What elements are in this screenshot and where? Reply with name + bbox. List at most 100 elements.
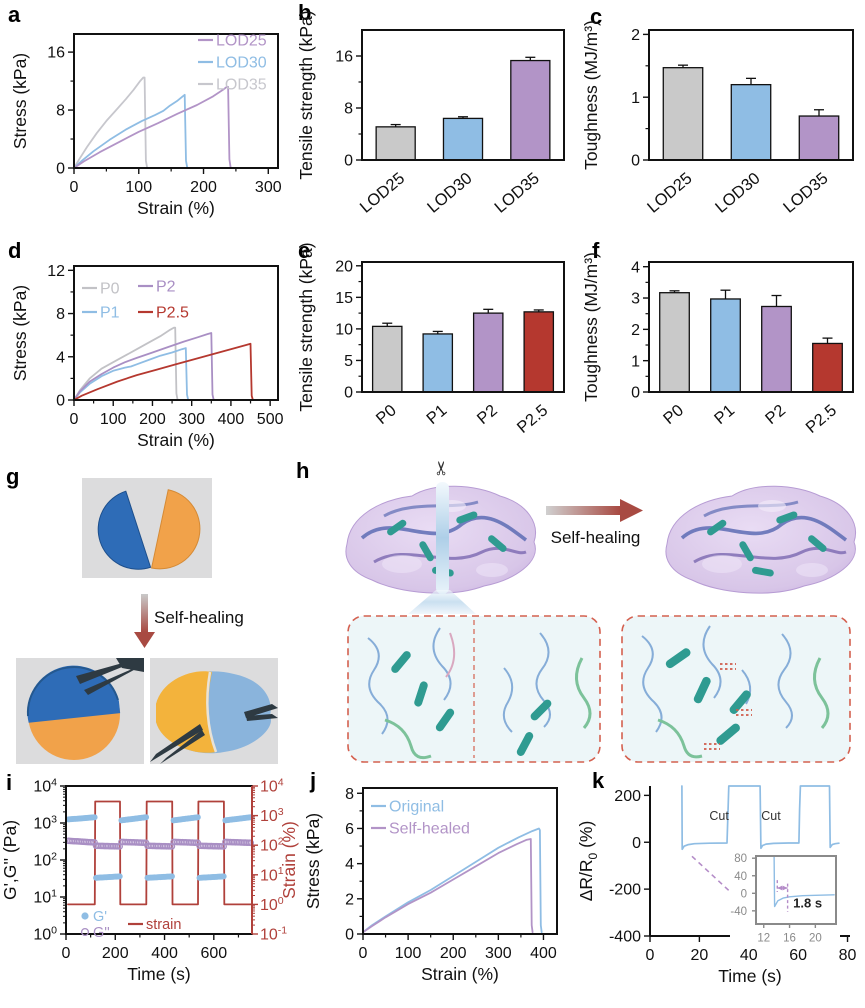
- svg-text:P2: P2: [474, 401, 501, 428]
- svg-text:400: 400: [530, 945, 557, 962]
- svg-text:P2.5: P2.5: [802, 401, 840, 437]
- chart-svg-a: 0 100 200 300 0 8 16 Strain (%) Stress (kPa) LOD2…: [12, 33, 282, 218]
- svg-text:8: 8: [345, 786, 354, 803]
- svg-text:8: 8: [56, 306, 65, 323]
- svg-text:400: 400: [151, 945, 178, 962]
- svg-text:100: 100: [100, 411, 127, 428]
- svg-text:1.8 s: 1.8 s: [793, 895, 822, 910]
- svg-text:Original: Original: [389, 799, 444, 816]
- svg-text:Strain (%): Strain (%): [137, 198, 215, 218]
- svg-text:100: 100: [125, 179, 152, 196]
- svg-text:LOD25: LOD25: [216, 33, 267, 50]
- self-healing-down-arrow: [134, 594, 155, 648]
- svg-text:P0: P0: [100, 281, 120, 298]
- svg-text:101: 101: [260, 865, 284, 884]
- hydrogel-cut-block: [344, 482, 538, 595]
- orange-gel-half: [151, 489, 201, 570]
- svg-text:LOD35: LOD35: [491, 169, 543, 216]
- panel-label-h: h: [296, 458, 310, 483]
- svg-text:8: 8: [56, 103, 65, 120]
- svg-text:2: 2: [345, 891, 354, 908]
- svg-text:Stress (kPa): Stress (kPa): [12, 285, 30, 381]
- chart-svg-c: LOD25 LOD30 LOD35 0 1 2 Toughness (MJ/m³): [583, 20, 854, 217]
- svg-text:6: 6: [345, 821, 354, 838]
- svg-text:600: 600: [200, 945, 227, 962]
- svg-text:2: 2: [631, 322, 640, 339]
- svg-text:300: 300: [485, 945, 512, 962]
- chart-tensile-strength-p: P0 P1 P2 P2.5 0 5 10 15 20 Tensile strength (kPa): [298, 236, 574, 468]
- svg-text:3: 3: [631, 291, 640, 308]
- svg-text:Toughness (MJ/m³): Toughness (MJ/m³): [583, 252, 601, 402]
- svg-text:100: 100: [260, 895, 284, 914]
- scissors-icon: ✂: [432, 460, 453, 476]
- svg-text:103: 103: [260, 806, 284, 825]
- svg-text:P2: P2: [156, 279, 176, 296]
- panel-label-d: d: [8, 238, 22, 263]
- svg-text:5: 5: [344, 353, 353, 370]
- svg-text:0: 0: [359, 945, 368, 962]
- svg-text:300: 300: [255, 179, 282, 196]
- svg-text:103: 103: [33, 813, 57, 832]
- svg-text:0: 0: [741, 888, 747, 900]
- svg-text:P0: P0: [373, 401, 400, 428]
- svg-text:Self-healed: Self-healed: [389, 821, 470, 838]
- svg-text:Cut: Cut: [761, 809, 781, 823]
- tweezers-2: [150, 704, 278, 764]
- svg-text:400: 400: [218, 411, 245, 428]
- svg-text:P2.5: P2.5: [156, 305, 189, 322]
- cut-plane: [436, 482, 449, 594]
- svg-text:LOD30: LOD30: [216, 55, 267, 72]
- svg-text:0: 0: [632, 835, 641, 852]
- svg-text:P2: P2: [762, 401, 789, 428]
- svg-text:Cut: Cut: [709, 809, 729, 823]
- svg-text:101: 101: [33, 887, 57, 906]
- svg-text:12: 12: [47, 263, 65, 280]
- svg-text:1: 1: [631, 90, 640, 107]
- svg-text:12: 12: [757, 933, 770, 945]
- svg-text:Time (s): Time (s): [718, 966, 782, 986]
- svg-text:-200: -200: [609, 882, 641, 899]
- tweezers-1: [76, 658, 144, 695]
- svg-text:16: 16: [47, 45, 65, 62]
- chart-original-vs-healed: 0 100 200 300 400 0 2 4 6 8 Strain (%) Stress (kPa)…: [305, 772, 577, 1006]
- svg-text:P1: P1: [711, 401, 738, 428]
- svg-text:Tensile strength (kPa): Tensile strength (kPa): [298, 242, 316, 411]
- svg-text:0: 0: [345, 927, 354, 944]
- svg-text:15: 15: [335, 290, 353, 307]
- svg-text:80: 80: [734, 853, 747, 865]
- svg-text:ΔR/R0 (%): ΔR/R0 (%): [578, 821, 600, 902]
- healing-mechanism-illustration: ✂: [344, 460, 858, 763]
- chart-svg-d: 0 100 200 300 400 500 0 4 8 12 Strain (%) Stress (k…: [12, 263, 284, 450]
- chart-resistance-healing: 0 20 40 60 80 200 0 -200 -400 Time (s) ΔR/R0 (%) Cu…: [578, 772, 865, 1008]
- hydrogel-healed-block: [664, 484, 858, 595]
- svg-text:200: 200: [139, 411, 166, 428]
- svg-text:80: 80: [839, 947, 857, 964]
- svg-text:8: 8: [344, 101, 353, 118]
- svg-text:16: 16: [783, 933, 796, 945]
- svg-text:0: 0: [631, 385, 640, 402]
- svg-text:200: 200: [102, 945, 129, 962]
- svg-text:4: 4: [56, 349, 65, 366]
- svg-text:P1: P1: [100, 305, 120, 322]
- svg-text:Strain (%): Strain (%): [137, 430, 215, 450]
- zoom-box-healed: [621, 615, 851, 763]
- svg-text:G': G': [93, 909, 107, 925]
- panel-label-f: f: [592, 238, 600, 263]
- chart-svg-i: 0 200 400 600 100 101 102 103 104 10-1 100 101 102 10…: [2, 776, 299, 984]
- svg-text:G'': G'': [93, 925, 110, 941]
- self-healing-label-h: Self-healing: [550, 528, 641, 547]
- panel-label-k: k: [592, 768, 605, 793]
- panel-label-c: c: [590, 4, 603, 29]
- svg-text:104: 104: [260, 776, 284, 795]
- svg-text:0: 0: [70, 179, 79, 196]
- svg-text:2: 2: [631, 27, 640, 44]
- svg-text:4: 4: [631, 259, 640, 276]
- healed-disc-blue: [27, 665, 121, 723]
- zoom-box-cut: [347, 615, 601, 763]
- svg-text:102: 102: [260, 836, 284, 855]
- svg-text:LOD25: LOD25: [644, 169, 696, 216]
- svg-text:102: 102: [33, 850, 57, 869]
- svg-text:Strain (%): Strain (%): [279, 821, 299, 899]
- svg-text:10-1: 10-1: [260, 924, 287, 943]
